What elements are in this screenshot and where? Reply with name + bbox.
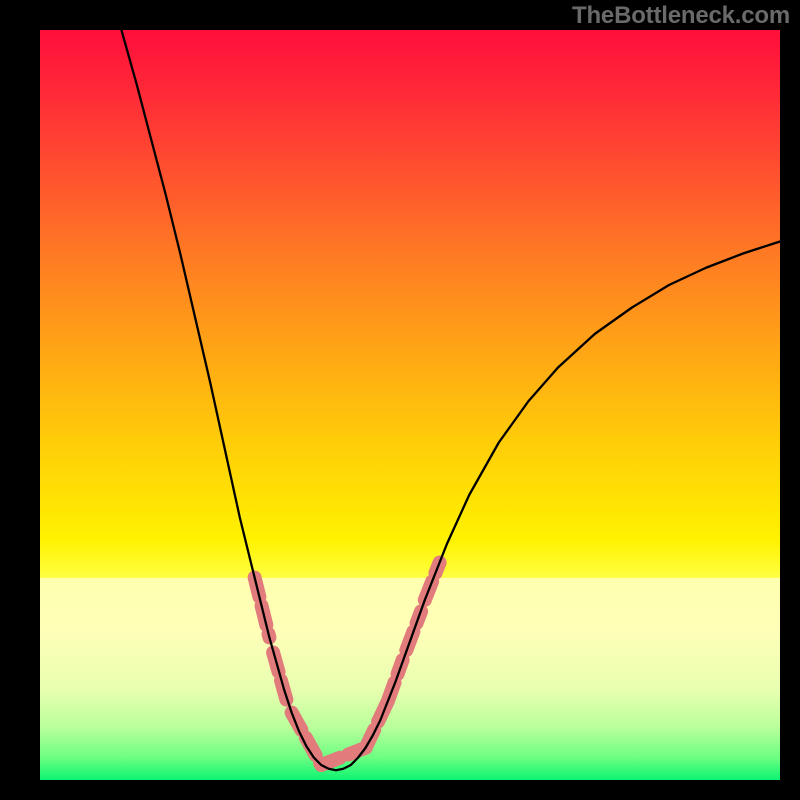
source-watermark: TheBottleneck.com <box>572 2 790 30</box>
plot-area <box>40 30 780 780</box>
bottleneck-curve-chart <box>40 30 780 780</box>
chart-container: TheBottleneck.com <box>0 0 800 800</box>
